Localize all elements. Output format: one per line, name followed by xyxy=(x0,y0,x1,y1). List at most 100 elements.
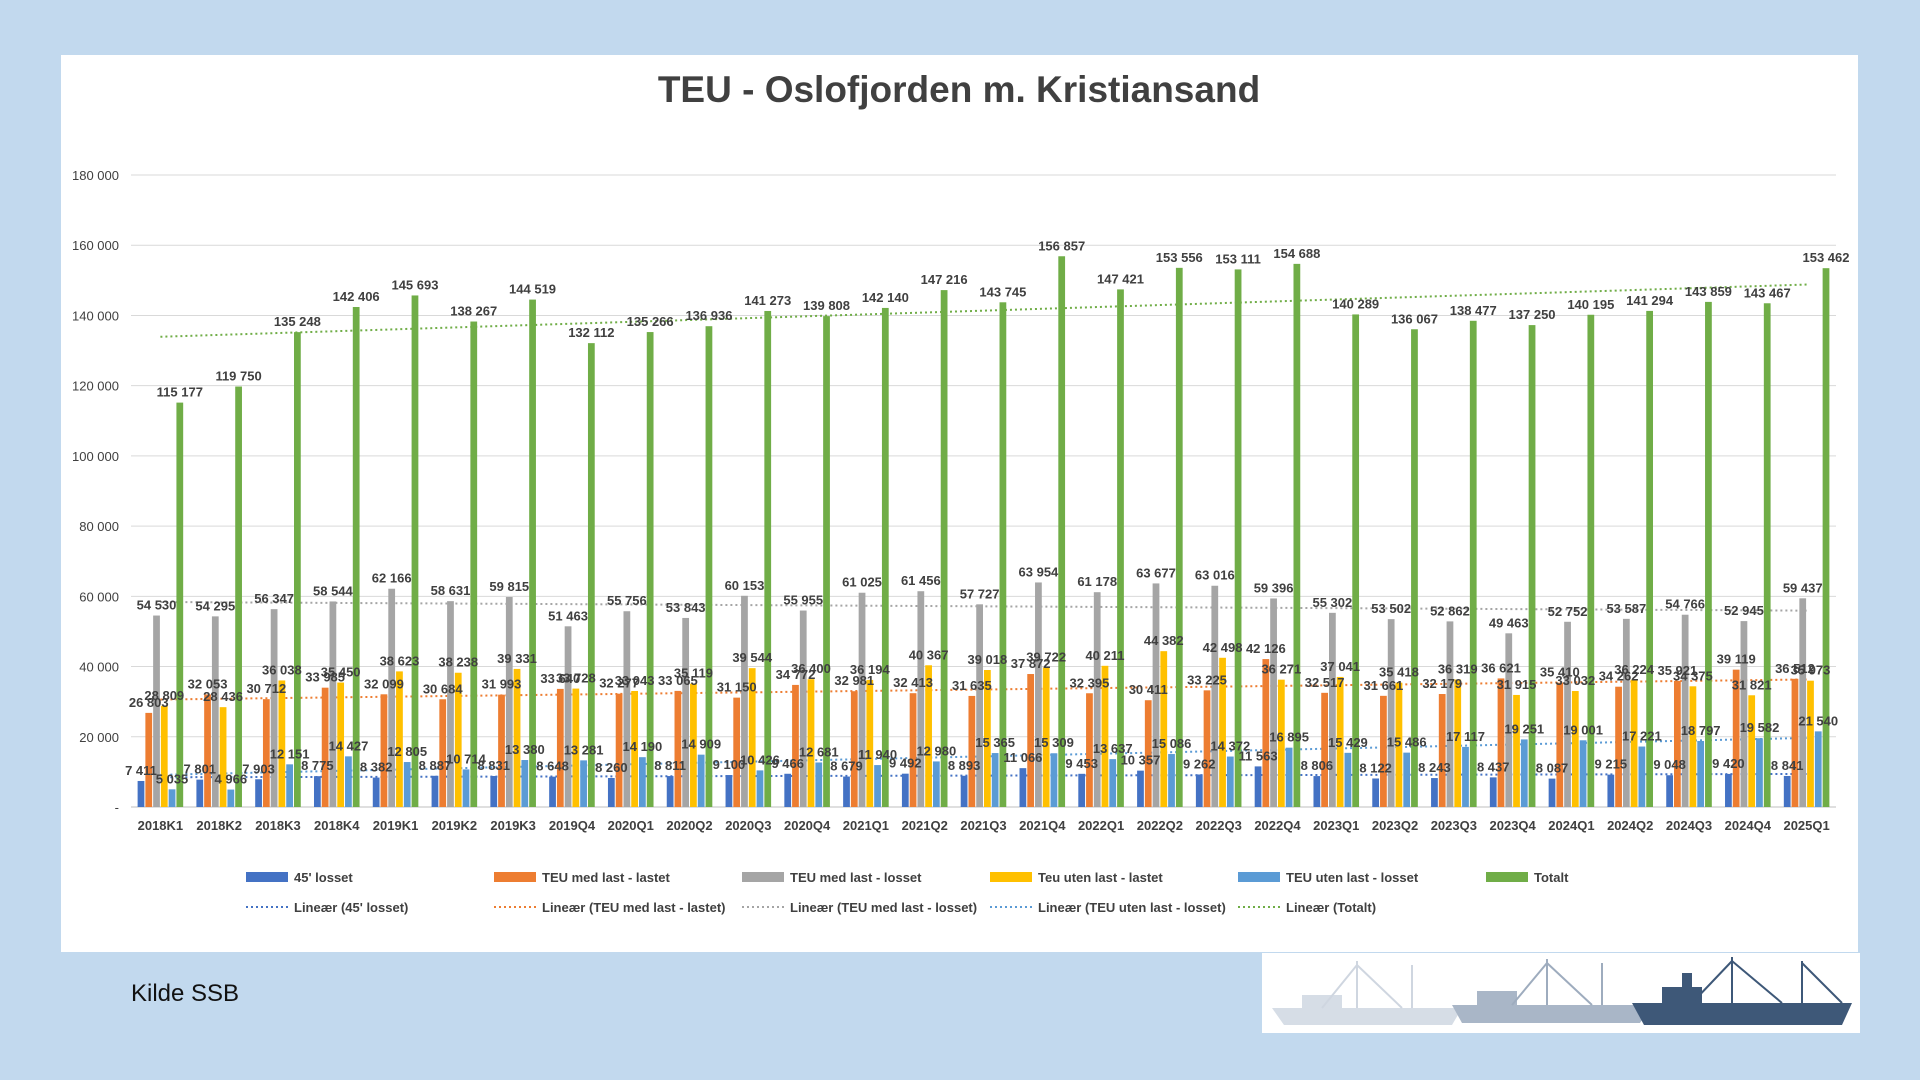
data-label: 38 623 xyxy=(380,653,420,668)
bar-2 xyxy=(917,591,925,807)
ship-mid xyxy=(1452,1005,1652,1023)
data-label: 32 099 xyxy=(364,676,404,691)
data-label: 8 841 xyxy=(1771,758,1804,773)
data-label: 35 450 xyxy=(321,665,361,680)
data-label: 36 512 xyxy=(1775,661,1815,676)
bar-1 xyxy=(1791,678,1799,807)
data-label: 31 821 xyxy=(1732,677,1772,692)
bar-1 xyxy=(1321,692,1328,807)
data-label: 8 243 xyxy=(1418,760,1451,775)
data-label: 14 427 xyxy=(329,738,369,753)
bar-4 xyxy=(1226,756,1234,807)
data-label: 54 530 xyxy=(137,598,177,613)
data-label: 137 250 xyxy=(1509,307,1556,322)
bar-0 xyxy=(784,773,792,807)
bar-1 xyxy=(1673,680,1681,807)
bar-0 xyxy=(1725,773,1732,807)
bar-4 xyxy=(462,769,470,807)
bar-5 xyxy=(705,326,713,807)
data-label: 31 993 xyxy=(482,677,522,692)
data-label: 31 635 xyxy=(952,678,992,693)
legend-trend-label-1: Lineær (TEU med last - lastet) xyxy=(542,900,725,915)
ship-dark-funnel xyxy=(1682,973,1692,987)
bar-2 xyxy=(741,595,748,807)
x-tick-label: 2021Q4 xyxy=(1019,818,1066,833)
bar-3 xyxy=(1513,694,1520,807)
data-label: 63 954 xyxy=(1019,564,1060,579)
data-label: 8 811 xyxy=(654,758,686,773)
bar-0 xyxy=(1313,776,1321,807)
bar-2 xyxy=(976,604,983,807)
y-tick-label: 120 000 xyxy=(72,379,119,394)
bar-4 xyxy=(991,753,999,807)
data-label: 36 271 xyxy=(1261,662,1301,677)
bar-1 xyxy=(321,687,329,807)
data-label: 11 940 xyxy=(858,747,897,762)
x-tick-label: 2023Q3 xyxy=(1431,818,1477,833)
data-label: 32 395 xyxy=(1070,675,1110,690)
data-label: 40 211 xyxy=(1085,648,1124,663)
data-label: 60 153 xyxy=(725,578,765,593)
x-tick-label: 2022Q2 xyxy=(1137,818,1183,833)
bar-4 xyxy=(1579,740,1587,807)
bar-3 xyxy=(513,668,521,807)
data-label: 37 872 xyxy=(1011,656,1051,671)
bar-1 xyxy=(1732,669,1740,807)
y-tick-label: 180 000 xyxy=(72,168,119,183)
bar-4 xyxy=(1050,753,1058,807)
data-label: 11 066 xyxy=(1003,750,1042,765)
data-label: 8 437 xyxy=(1477,759,1510,774)
bar-3 xyxy=(1689,686,1697,807)
x-tick-label: 2019K2 xyxy=(432,818,478,833)
bar-4 xyxy=(1520,739,1528,807)
bar-2 xyxy=(1328,612,1336,807)
data-label: 54 766 xyxy=(1665,597,1705,612)
data-label: 32 179 xyxy=(1422,676,1462,691)
x-tick-label: 2018K3 xyxy=(255,818,301,833)
data-label: 32 517 xyxy=(1305,675,1345,690)
data-label: 14 372 xyxy=(1210,739,1250,754)
x-tick-label: 2020Q3 xyxy=(725,818,771,833)
y-tick-label: 100 000 xyxy=(72,449,119,464)
data-label: 34 772 xyxy=(776,667,816,682)
bar-0 xyxy=(666,776,674,807)
bar-0 xyxy=(1254,766,1262,807)
bar-2 xyxy=(388,588,396,807)
y-tick-label: 60 000 xyxy=(79,589,119,604)
bar-3 xyxy=(337,682,345,807)
data-label: 36 319 xyxy=(1438,661,1478,676)
data-label: 15 309 xyxy=(1034,735,1074,750)
bar-3 xyxy=(1042,667,1050,807)
bar-3 xyxy=(1630,679,1638,807)
bar-1 xyxy=(850,691,858,807)
source-note: Kilde SSB xyxy=(131,980,240,1007)
bar-4 xyxy=(1109,759,1117,807)
legend: 45' losset TEU med last - lastet TEU med l… xyxy=(246,870,1569,915)
data-label: 32 053 xyxy=(188,676,228,691)
label-layer: 7 411 26 803 54 530 28 809 5 035 115 177 7 801… xyxy=(125,238,1849,786)
ships-image xyxy=(1272,957,1852,1025)
bar-5 xyxy=(1646,310,1654,807)
data-label: 9 466 xyxy=(771,756,804,771)
data-label: 36 400 xyxy=(791,661,831,676)
bar-4 xyxy=(874,765,881,807)
x-tick-label: 2024Q3 xyxy=(1666,818,1712,833)
data-label: 21 540 xyxy=(1798,713,1838,728)
bar-1 xyxy=(1203,690,1211,807)
data-label: 33 225 xyxy=(1187,672,1227,687)
data-label: 139 808 xyxy=(803,298,850,313)
data-label: 36 621 xyxy=(1481,660,1521,675)
bar-2 xyxy=(1152,583,1160,807)
data-label: 132 112 xyxy=(568,325,614,340)
y-tick-label: 80 000 xyxy=(79,519,119,534)
bar-3 xyxy=(1748,695,1756,807)
bar-4 xyxy=(1697,741,1705,807)
data-label: 19 582 xyxy=(1740,720,1780,735)
bar-4 xyxy=(932,761,940,807)
y-tick-label: 140 000 xyxy=(72,308,119,323)
bar-4 xyxy=(697,754,705,807)
data-label: 138 477 xyxy=(1450,303,1497,318)
data-label: 30 411 xyxy=(1129,682,1168,697)
bar-1 xyxy=(1556,682,1564,807)
data-label: 54 295 xyxy=(195,598,235,613)
